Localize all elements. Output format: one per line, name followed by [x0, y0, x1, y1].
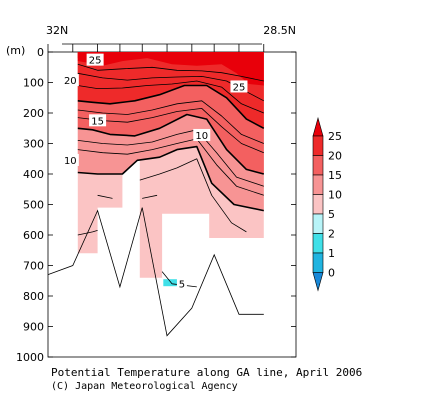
isotherm-11 — [97, 194, 113, 199]
contour-label-bg-4 — [193, 128, 211, 141]
contour-label-2: 25 — [233, 82, 246, 93]
contour-label-5: 10 — [64, 156, 77, 167]
y-tick-label-400: 400 — [23, 168, 44, 181]
isotherm-7 — [77, 108, 264, 154]
contour-label-bg-2 — [230, 80, 248, 93]
isotherm-9 — [77, 138, 264, 196]
colorbar-swatch-2 — [312, 155, 324, 176]
colorbar-swatch-3 — [312, 174, 324, 195]
credit-line: (C) Japan Meteorological Agency — [51, 381, 238, 392]
isotherm-10 — [139, 158, 247, 233]
colorbar-label-2: 2 — [328, 228, 335, 241]
contour-label-bg-6 — [176, 277, 187, 290]
contour-label-6: 5 — [179, 279, 185, 290]
y-unit-label: (m) — [6, 44, 25, 57]
contour-label-bg-0 — [86, 53, 104, 66]
colorbar-swatch-7 — [312, 252, 324, 273]
contour-label-4: 10 — [195, 131, 208, 142]
isotherm-8 — [77, 129, 264, 187]
y-tick-label-700: 700 — [23, 260, 44, 273]
y-tick-label-300: 300 — [23, 138, 44, 151]
isotherm-13 — [142, 194, 158, 199]
isotherm-5 — [77, 80, 264, 114]
x-left-label: 32N — [46, 24, 68, 37]
x-right-label: 28.5N — [263, 24, 296, 37]
colorbar-swatch-below-0 — [312, 272, 324, 292]
colorbar-swatch-4 — [312, 194, 324, 215]
colorbar-label-1: 1 — [328, 247, 335, 260]
colorbar-label-0: 0 — [328, 267, 335, 280]
y-tick-label-1000: 1000 — [16, 351, 44, 364]
station-ticks — [47, 43, 265, 52]
contour-label-bg-5 — [61, 153, 79, 166]
contour-label-bg-3 — [89, 114, 107, 127]
sea-floor-line — [47, 207, 264, 337]
isotherm-0 — [77, 84, 265, 130]
contour-labels: 25 20 25 15 10 10 5 — [61, 53, 248, 290]
y-tick-label-800: 800 — [23, 290, 44, 303]
isotherm-lines — [77, 63, 265, 288]
isotherm-1 — [77, 113, 265, 175]
isotherm-3 — [77, 63, 264, 82]
y-tick-label-0: 0 — [37, 46, 44, 59]
colorbar-label-10: 10 — [328, 189, 342, 202]
colorbar-label-15: 15 — [328, 169, 342, 182]
colorbar-label-25: 25 — [328, 130, 342, 143]
isotherm-2 — [77, 145, 264, 212]
isotherm-6 — [77, 100, 264, 144]
colorbar-label-20: 20 — [328, 150, 342, 163]
y-tick-label-200: 200 — [23, 107, 44, 120]
region-above-25 — [77, 52, 264, 86]
colorbar-label-5: 5 — [328, 208, 335, 221]
y-axis-ticks: 0 100 200 300 400 500 600 700 800 900 1000 — [16, 46, 296, 364]
contour-label-3: 15 — [91, 116, 104, 127]
chart-title: Potential Temperature along GA line, Apr… — [51, 366, 363, 379]
y-tick-label-500: 500 — [23, 199, 44, 212]
y-tick-label-600: 600 — [23, 229, 44, 242]
contour-label-1: 20 — [64, 76, 77, 87]
sea-floor-profile — [47, 207, 264, 337]
isotherm-12 — [77, 230, 98, 236]
colorbar-swatch-6 — [312, 233, 324, 254]
isotherm-14 — [161, 271, 197, 288]
contour-label-0: 25 — [89, 56, 102, 67]
y-tick-label-900: 900 — [23, 321, 44, 334]
region-1-2 — [163, 279, 177, 287]
colorbar-swatch-5 — [312, 213, 324, 234]
y-tick-label-100: 100 — [23, 77, 44, 90]
contour-label-bg-1 — [61, 74, 79, 87]
colorbar-swatch-above-25 — [312, 116, 324, 137]
colorbar-swatch-1 — [312, 135, 324, 156]
